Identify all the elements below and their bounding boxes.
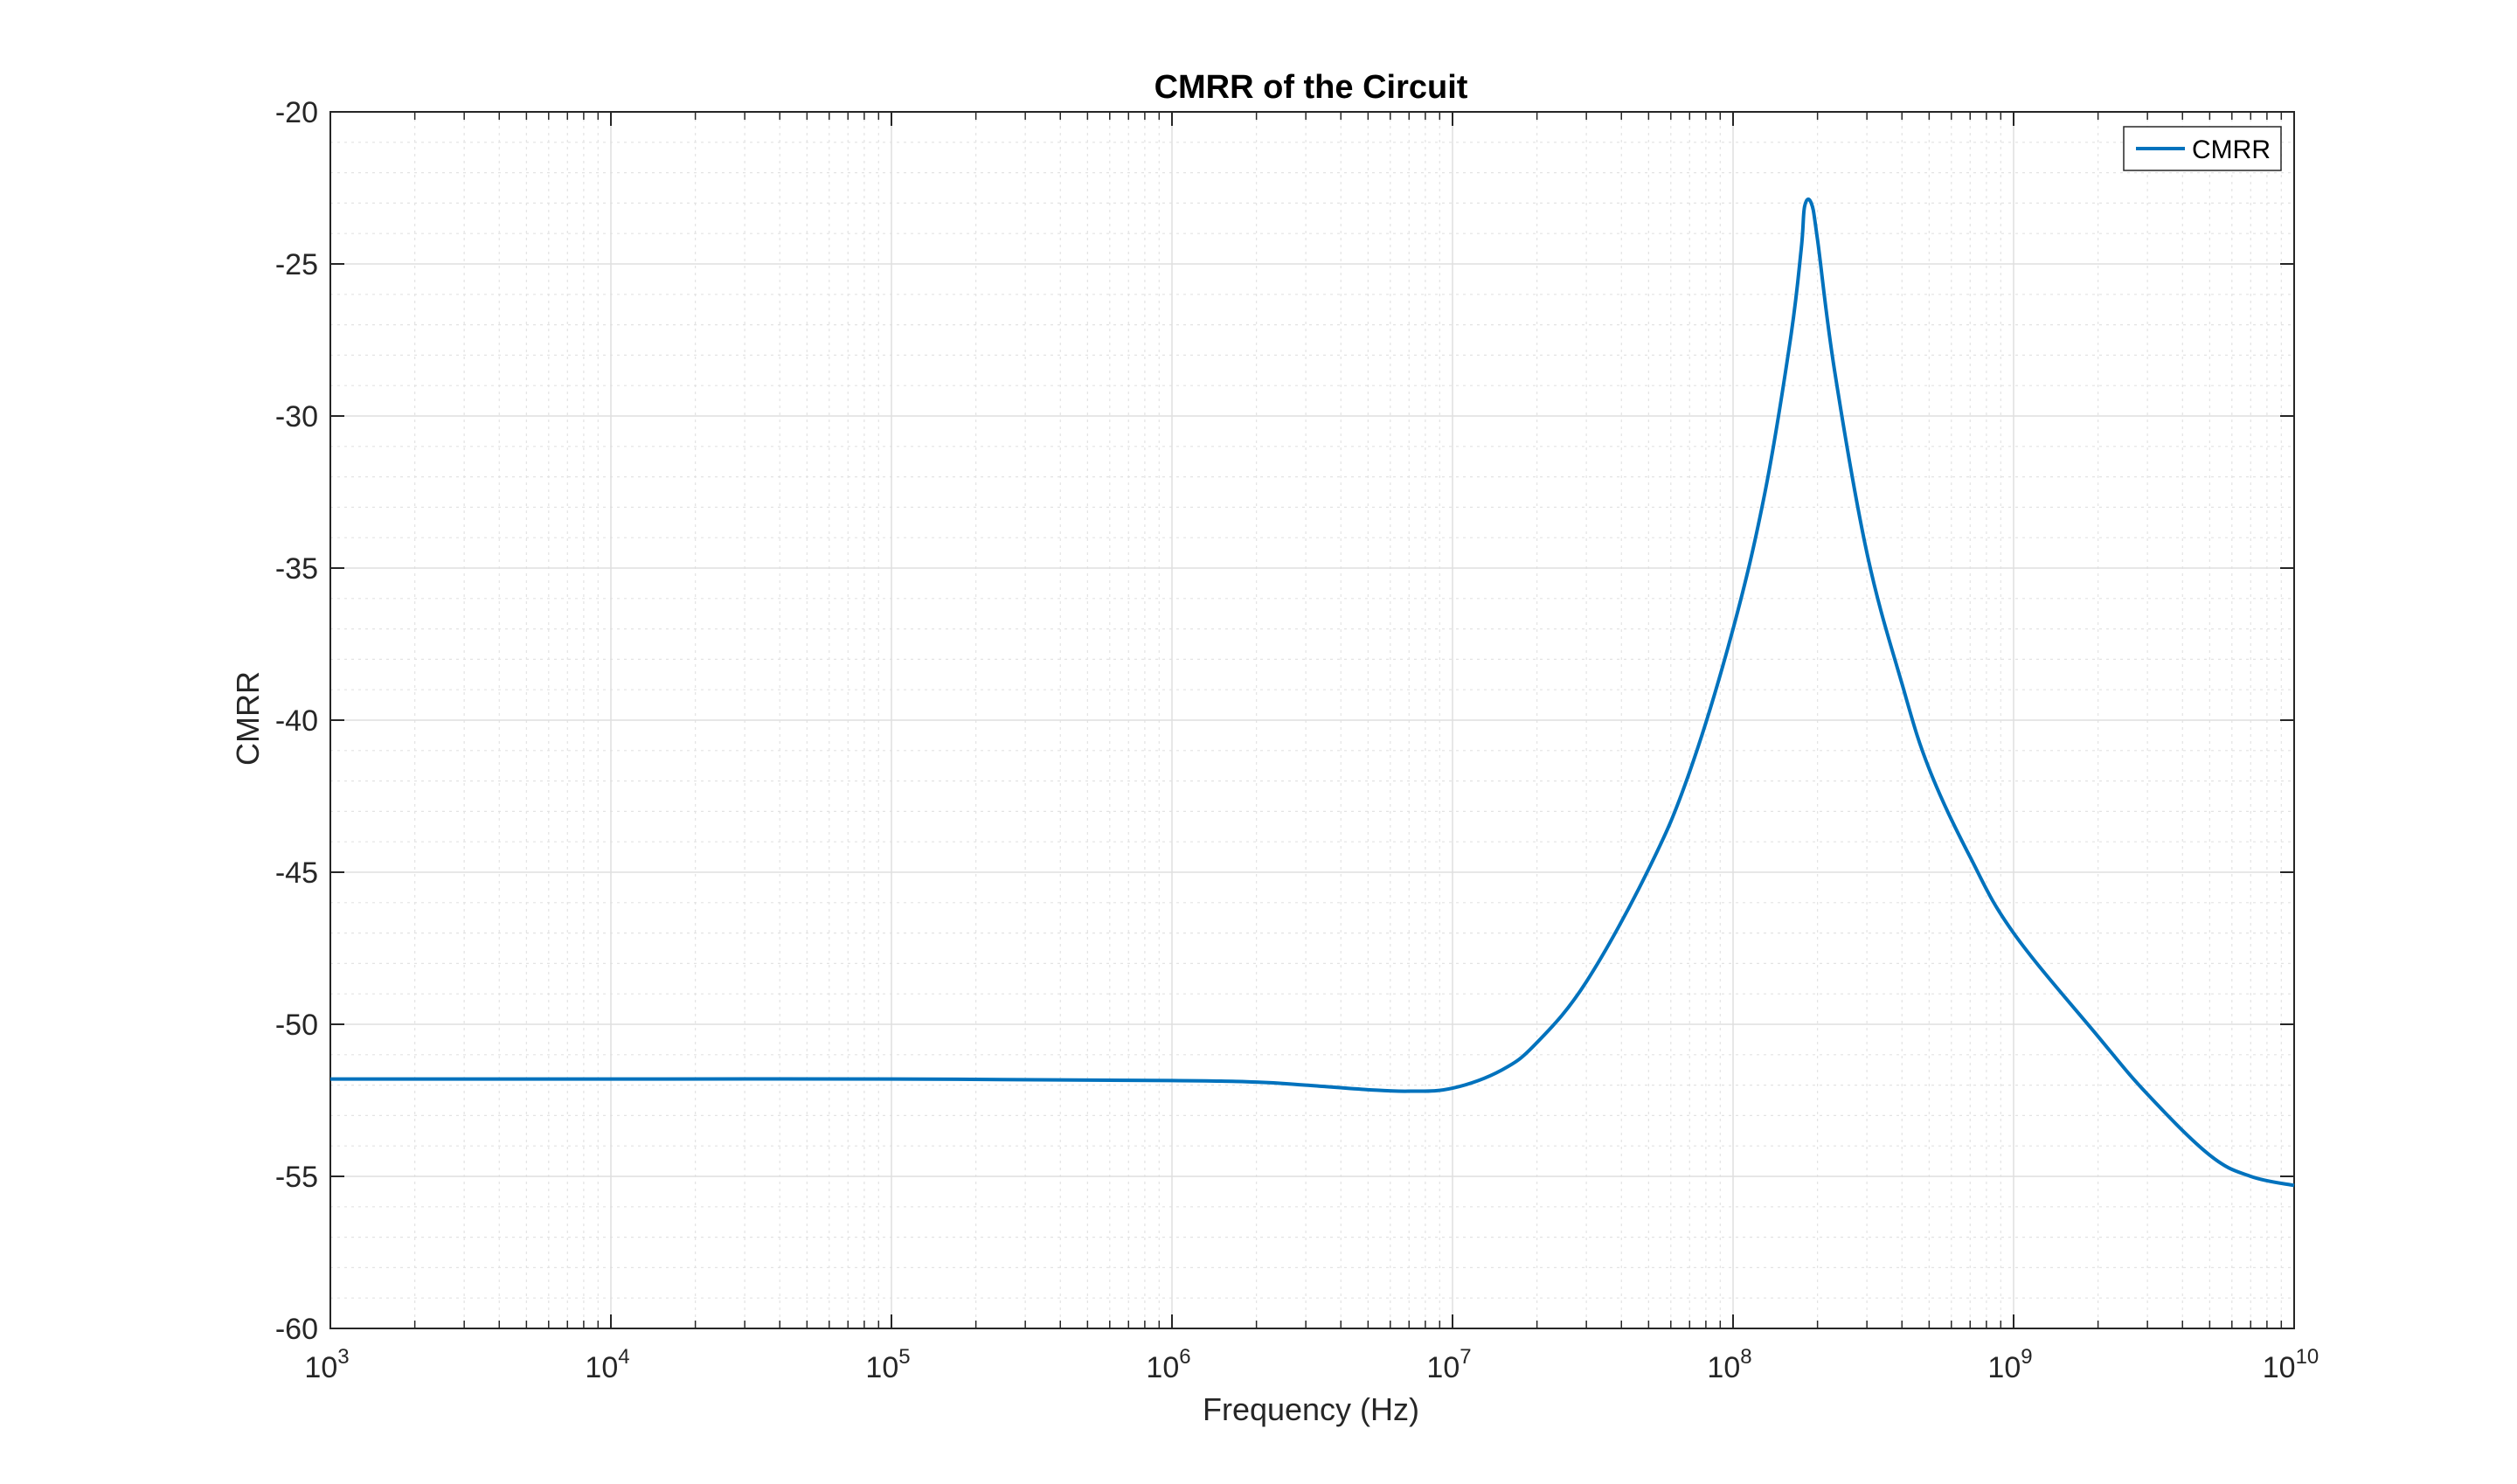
tick-marks: [329, 111, 2295, 1329]
legend: CMRR: [2123, 126, 2282, 171]
x-tick-label: 1010: [2263, 1345, 2319, 1384]
series-line-cmrr: [330, 197, 2295, 1188]
y-tick-label: -40: [275, 704, 318, 738]
legend-label: CMRR: [2192, 135, 2271, 164]
y-axis-label: CMRR: [230, 671, 266, 766]
y-tick-label: -25: [275, 248, 318, 281]
y-tick-label: -60: [275, 1313, 318, 1346]
x-tick-label: 103: [304, 1345, 349, 1384]
y-tick-label: -30: [275, 400, 318, 433]
y-tick-label: -55: [275, 1161, 318, 1194]
y-tick-label: -45: [275, 856, 318, 890]
x-tick-label: 106: [1146, 1345, 1190, 1384]
x-tick-label: 109: [1987, 1345, 2032, 1384]
x-tick-label: 104: [585, 1345, 629, 1384]
y-tick-label: -20: [275, 96, 318, 129]
x-tick-label: 107: [1426, 1345, 1471, 1384]
y-tick-label: -35: [275, 552, 318, 586]
x-axis-label: Frequency (Hz): [1203, 1391, 1419, 1427]
x-tick-label: 105: [865, 1345, 910, 1384]
series-layer: [330, 197, 2295, 1188]
chart-title: CMRR of the Circuit: [1154, 69, 1468, 106]
x-tick-label: 108: [1707, 1345, 1751, 1384]
y-tick-labels: -20 -25 -30 -35 -40 -45 -50 -55 -60: [275, 96, 318, 1346]
y-tick-label: -50: [275, 1009, 318, 1042]
x-tick-labels: 103 104 105 106 107 108 109 1010: [304, 1345, 2319, 1384]
